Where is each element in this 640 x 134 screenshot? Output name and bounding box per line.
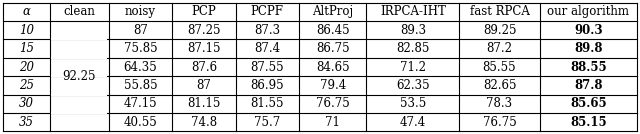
Text: 81.55: 81.55 xyxy=(250,97,284,110)
Text: 87.4: 87.4 xyxy=(254,42,280,55)
Text: 87.15: 87.15 xyxy=(187,42,221,55)
Text: 90.3: 90.3 xyxy=(574,24,602,37)
Text: fast RPCA: fast RPCA xyxy=(470,5,529,18)
Text: 85.65: 85.65 xyxy=(570,97,607,110)
Text: 82.65: 82.65 xyxy=(483,79,516,92)
Text: 87.6: 87.6 xyxy=(191,60,217,74)
Text: 30: 30 xyxy=(19,97,34,110)
Text: 87: 87 xyxy=(133,24,148,37)
Text: 76.75: 76.75 xyxy=(483,116,516,129)
Text: 76.75: 76.75 xyxy=(316,97,349,110)
Text: 79.4: 79.4 xyxy=(319,79,346,92)
Text: 47.4: 47.4 xyxy=(400,116,426,129)
Text: 88.55: 88.55 xyxy=(570,60,607,74)
Text: 86.75: 86.75 xyxy=(316,42,349,55)
Text: 87.55: 87.55 xyxy=(250,60,284,74)
Text: 89.3: 89.3 xyxy=(400,24,426,37)
Text: 53.5: 53.5 xyxy=(400,97,426,110)
Text: 40.55: 40.55 xyxy=(124,116,157,129)
Text: 47.15: 47.15 xyxy=(124,97,157,110)
Text: α: α xyxy=(22,5,30,18)
Text: 64.35: 64.35 xyxy=(124,60,157,74)
Text: 87.3: 87.3 xyxy=(254,24,280,37)
Text: 89.8: 89.8 xyxy=(574,42,602,55)
Text: 75.7: 75.7 xyxy=(254,116,280,129)
Text: 84.65: 84.65 xyxy=(316,60,349,74)
Text: 78.3: 78.3 xyxy=(486,97,513,110)
Text: 35: 35 xyxy=(19,116,34,129)
Text: 74.8: 74.8 xyxy=(191,116,217,129)
Text: 55.85: 55.85 xyxy=(124,79,157,92)
Text: 20: 20 xyxy=(19,60,34,74)
Text: 71: 71 xyxy=(325,116,340,129)
Text: 62.35: 62.35 xyxy=(396,79,429,92)
Text: 87: 87 xyxy=(196,79,211,92)
Text: 89.25: 89.25 xyxy=(483,24,516,37)
Text: PCP: PCP xyxy=(191,5,216,18)
Text: noisy: noisy xyxy=(125,5,156,18)
Text: 87.25: 87.25 xyxy=(187,24,221,37)
Text: 85.15: 85.15 xyxy=(570,116,607,129)
Text: 25: 25 xyxy=(19,79,34,92)
Text: clean: clean xyxy=(63,5,95,18)
Text: 87.8: 87.8 xyxy=(574,79,602,92)
Text: 82.85: 82.85 xyxy=(396,42,429,55)
Text: AltProj: AltProj xyxy=(312,5,353,18)
Text: 87.2: 87.2 xyxy=(486,42,513,55)
Text: 75.85: 75.85 xyxy=(124,42,157,55)
Text: 86.45: 86.45 xyxy=(316,24,349,37)
Text: 15: 15 xyxy=(19,42,34,55)
Text: 81.15: 81.15 xyxy=(187,97,221,110)
Text: 71.2: 71.2 xyxy=(400,60,426,74)
Text: our algorithm: our algorithm xyxy=(547,5,629,18)
Text: 10: 10 xyxy=(19,24,34,37)
Text: IRPCA-IHT: IRPCA-IHT xyxy=(380,5,446,18)
Text: PCPF: PCPF xyxy=(251,5,284,18)
Text: 86.95: 86.95 xyxy=(250,79,284,92)
Text: 85.55: 85.55 xyxy=(483,60,516,74)
Text: 92.25: 92.25 xyxy=(63,70,96,83)
